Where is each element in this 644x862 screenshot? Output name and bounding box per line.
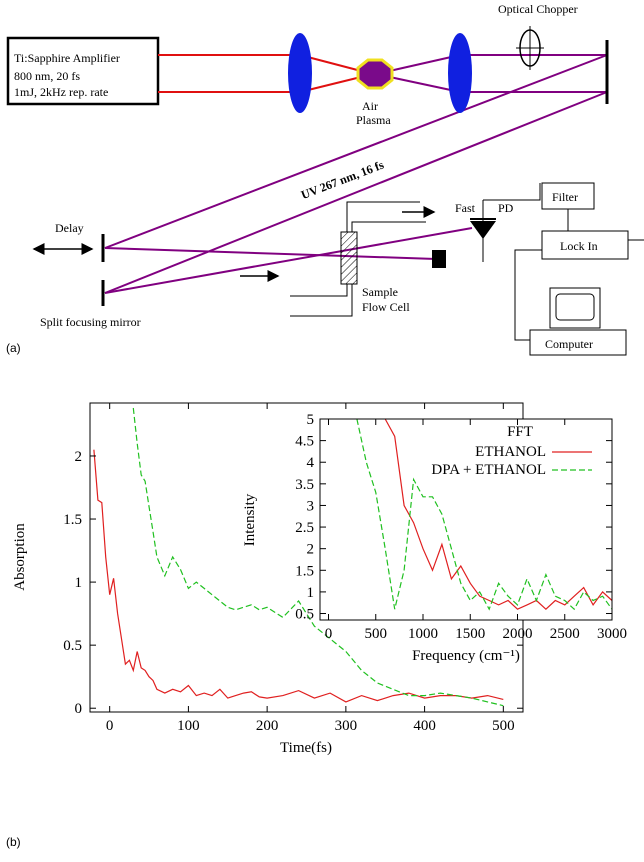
filter-box	[541, 182, 595, 210]
x-tick-label: 500	[492, 718, 515, 734]
flow-cell	[340, 231, 358, 285]
y-tick-label: 3	[307, 498, 315, 514]
y-tick-label: 4	[307, 455, 315, 471]
plot: 0 500 1000 1500 2000 2500 3000 0.5 1 1.5 2 2.5 3 3.5 4…	[242, 412, 627, 664]
y-tick-label: 5	[307, 412, 315, 428]
data-line	[93, 449, 504, 703]
sample-label: Sample	[362, 285, 398, 299]
x-axis-label: Frequency (cm⁻¹)	[412, 648, 520, 664]
tube	[346, 201, 420, 232]
x-tick-label: 1000	[408, 626, 438, 642]
amplifier-label: Ti:Sapphire Amplifier	[14, 51, 120, 65]
x-tick-label: 200	[256, 718, 279, 734]
beam-dump	[432, 250, 446, 268]
data-line	[384, 418, 613, 611]
panel-label: (b)	[6, 835, 21, 849]
x-axis-label: Time(fs)	[280, 740, 332, 756]
delay-label: Delay	[55, 221, 84, 235]
y-tick-label: 0.5	[63, 638, 82, 654]
wire	[483, 183, 541, 201]
x-tick-label: 0	[325, 626, 333, 642]
y-tick-label: 1	[75, 575, 83, 591]
legend-label: DPA + ETHANOL	[431, 462, 546, 478]
legend-title: FFT	[507, 424, 533, 440]
lockin-label: Lock In	[560, 239, 598, 253]
y-tick-label: 1	[307, 585, 315, 601]
y-tick-label: 4.5	[295, 434, 314, 450]
detector-label: Fast	[455, 201, 476, 215]
plasma	[356, 58, 394, 90]
lens	[288, 33, 312, 113]
plot: 0 100 200 300 400 500 0 0.5 1 1.5 2 Time(fs) Absorpt…	[12, 402, 524, 756]
mirror-label: Split focusing mirror	[40, 315, 141, 329]
chopper-label: Optical Chopper	[498, 2, 578, 16]
tube	[351, 221, 426, 232]
x-tick-label: 500	[365, 626, 388, 642]
red-beam	[158, 54, 366, 93]
computer-box	[529, 329, 627, 356]
data-line	[132, 407, 504, 707]
lens	[448, 33, 472, 113]
legend-label: ETHANOL	[475, 444, 546, 460]
plot-frame	[319, 418, 613, 621]
tube	[290, 284, 353, 317]
amplifier-label: 1mJ, 2kHz rep. rate	[14, 85, 108, 99]
plasma-label: Plasma	[356, 113, 391, 127]
amplifier-box	[6, 36, 160, 106]
lockin-box	[541, 230, 629, 260]
x-tick-label: 300	[335, 718, 358, 734]
y-tick-label: 2	[75, 449, 83, 465]
x-tick-label: 2500	[550, 626, 580, 642]
x-tick-label: 400	[413, 718, 436, 734]
x-tick-label: 3000	[597, 626, 627, 642]
panel-label: (a)	[6, 341, 21, 355]
uv-label: UV 267 nm, 16 fs	[299, 157, 386, 202]
computer-label: Computer	[545, 337, 593, 351]
y-tick-label: 0	[75, 701, 83, 717]
y-tick-label: 0.5	[295, 607, 314, 623]
detector-label: PD	[498, 201, 514, 215]
y-tick-label: 2.5	[295, 520, 314, 536]
y-tick-label: 1.5	[63, 512, 82, 528]
sample-label: Flow Cell	[362, 300, 410, 314]
y-axis-label: Intensity	[242, 493, 258, 546]
y-tick-label: 1.5	[295, 563, 314, 579]
y-axis-label: Absorption	[12, 523, 28, 591]
x-tick-label: 0	[106, 718, 114, 734]
uv-beam	[104, 54, 608, 294]
monitor	[555, 293, 595, 321]
x-tick-label: 100	[177, 718, 200, 734]
tube	[290, 284, 348, 297]
y-tick-label: 2	[307, 542, 315, 558]
y-tick-label: 3.5	[295, 477, 314, 493]
filter-label: Filter	[552, 190, 578, 204]
wire	[514, 249, 542, 341]
x-tick-label: 2000	[503, 626, 533, 642]
plasma-label: Air	[362, 99, 378, 113]
data-line	[356, 418, 613, 611]
amplifier-label: 800 nm, 20 fs	[14, 69, 80, 83]
x-tick-label: 1500	[455, 626, 485, 642]
